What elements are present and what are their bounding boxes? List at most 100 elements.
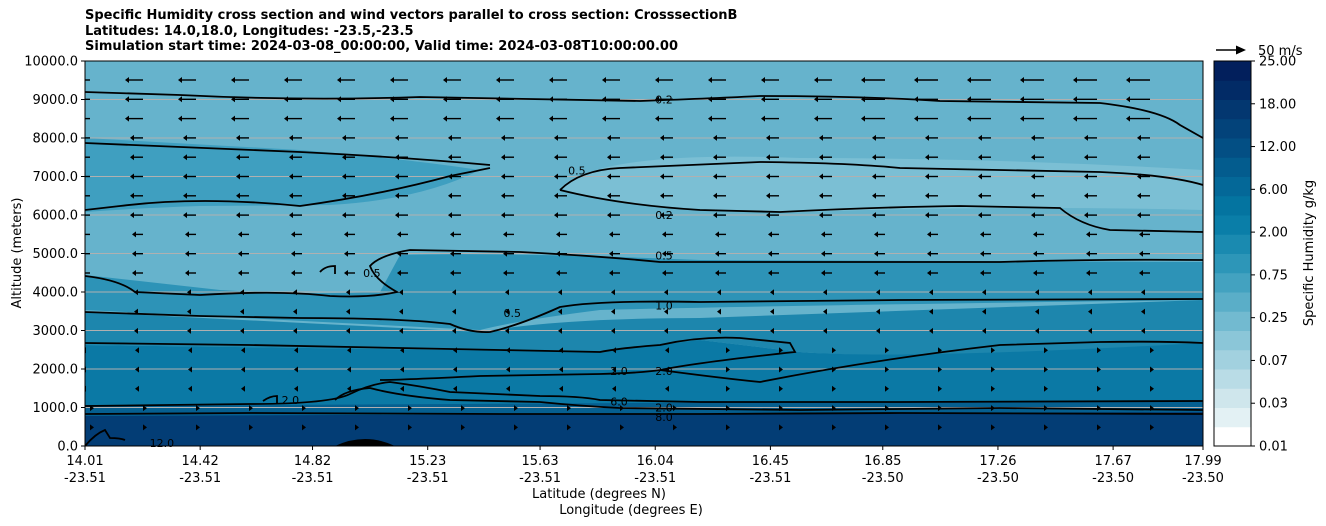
wind-arrow-head xyxy=(1141,327,1145,334)
wind-arrow-head xyxy=(664,308,668,315)
wind-arrow-head xyxy=(400,385,404,392)
wind-arrow-head xyxy=(885,424,889,431)
wind-arrow-head xyxy=(876,289,880,296)
x-tick-lat-6: 16.45 xyxy=(752,454,789,469)
wind-arrow-254 xyxy=(187,308,191,315)
wind-arrow-181 xyxy=(768,231,779,238)
wind-arrow-218 xyxy=(503,270,514,276)
colorbar-segment-19 xyxy=(1214,61,1251,81)
wind-arrow-head xyxy=(185,250,189,257)
quiver-key: 50 m/s xyxy=(1216,44,1303,59)
wind-arrow-head xyxy=(390,96,394,103)
wind-arrow-head xyxy=(814,115,818,122)
wind-arrow-head xyxy=(342,134,346,141)
wind-arrow-head xyxy=(766,212,770,219)
wind-arrow-368 xyxy=(673,405,677,412)
wind-arrow-166 xyxy=(1084,212,1097,219)
wind-arrow-head xyxy=(196,424,200,431)
wind-arrow-35 xyxy=(814,96,832,103)
wind-arrow-378 xyxy=(90,424,94,431)
wind-arrow-169 xyxy=(132,231,143,238)
wind-arrow-head xyxy=(715,231,719,238)
wind-arrow-head xyxy=(1084,154,1088,161)
wind-arrow-head xyxy=(554,212,558,219)
wind-arrow-337 xyxy=(135,385,139,392)
wind-arrow-106 xyxy=(130,173,143,180)
wind-arrow-head xyxy=(914,96,918,103)
wind-arrow-head xyxy=(967,115,971,122)
wind-arrow-head xyxy=(1150,385,1154,392)
wind-arrow-139 xyxy=(766,192,779,199)
wind-arrow-head xyxy=(344,231,348,238)
wind-arrow-head xyxy=(655,96,659,103)
wind-arrow-121 xyxy=(925,173,938,180)
colorbar-tick-label-9: 25.00 xyxy=(1259,55,1296,70)
wind-arrow-head xyxy=(135,366,139,373)
wind-arrow-271 xyxy=(1088,308,1092,315)
x-tick-lat-0: 14.01 xyxy=(66,454,103,469)
contour-label-4: 0.5 xyxy=(363,267,381,280)
wind-arrow-162 xyxy=(872,212,885,219)
wind-arrow-300 xyxy=(400,347,404,354)
wind-arrow-6 xyxy=(390,77,408,83)
wind-arrow-68 xyxy=(342,134,355,141)
wind-arrow-head xyxy=(1139,270,1143,276)
wind-arrow-393 xyxy=(885,424,889,431)
wind-arrow-head xyxy=(814,96,818,103)
wind-arrow-head xyxy=(1073,77,1077,83)
wind-arrow-11 xyxy=(655,77,673,83)
colorbar-segment-10 xyxy=(1214,234,1251,254)
wind-arrow-260 xyxy=(505,308,509,315)
wind-arrow-head xyxy=(664,289,668,296)
wind-arrow-270 xyxy=(1035,308,1039,315)
wind-arrow-head xyxy=(291,270,295,276)
wind-arrow-165 xyxy=(1031,212,1044,219)
wind-arrow-head xyxy=(496,96,500,103)
colorbar-segment-5 xyxy=(1214,330,1251,351)
wind-arrow-48 xyxy=(390,115,408,122)
wind-arrow-277 xyxy=(293,327,297,334)
wind-arrow-357 xyxy=(90,405,94,412)
wind-arrow-212 xyxy=(185,270,196,276)
wind-arrow-head xyxy=(612,385,616,392)
x-tick-lat-8: 17.26 xyxy=(979,454,1016,469)
wind-arrow-7 xyxy=(443,77,461,83)
wind-arrow-head xyxy=(501,134,505,141)
wind-arrow-head xyxy=(967,96,971,103)
wind-arrow-head xyxy=(1137,134,1141,141)
wind-arrow-head xyxy=(549,77,553,83)
wind-arrow-head xyxy=(337,96,341,103)
wind-arrow-head xyxy=(452,308,456,315)
wind-arrow-head xyxy=(395,192,399,199)
wind-arrow-15 xyxy=(861,77,885,83)
wind-arrow-12 xyxy=(708,77,726,83)
colorbar-segment-8 xyxy=(1214,272,1251,293)
wind-arrow-38 xyxy=(967,96,991,103)
wind-arrow-110 xyxy=(342,173,355,180)
wind-arrow-head xyxy=(1150,366,1154,373)
wind-arrow-head xyxy=(819,154,823,161)
wind-arrow-103 xyxy=(1084,154,1097,161)
wind-arrow-291 xyxy=(1035,327,1039,334)
wind-arrow-head xyxy=(1126,96,1130,103)
wind-arrow-head xyxy=(885,366,889,373)
wind-arrow-head xyxy=(662,250,666,257)
wind-arrow-head xyxy=(1137,154,1141,161)
wind-arrow-head xyxy=(1086,250,1090,257)
wind-arrow-55 xyxy=(761,115,779,122)
wind-arrow-321 xyxy=(400,366,404,373)
wind-arrow-298 xyxy=(294,347,298,354)
wind-arrow-326 xyxy=(665,366,669,373)
wind-arrow-186 xyxy=(1033,231,1044,238)
wind-arrow-207 xyxy=(1033,250,1044,257)
x-tick-lon-4: -23.51 xyxy=(519,471,561,486)
wind-arrow-177 xyxy=(556,231,567,238)
wind-arrow-head xyxy=(607,192,611,199)
wind-arrow-head xyxy=(1139,250,1143,257)
wind-arrow-head xyxy=(660,173,664,180)
wind-arrow-118 xyxy=(766,173,779,180)
wind-arrow-head xyxy=(766,134,770,141)
wind-arrow-head xyxy=(79,270,83,276)
contour-label-13: 12.0 xyxy=(150,437,175,450)
wind-arrow-184 xyxy=(927,231,938,238)
